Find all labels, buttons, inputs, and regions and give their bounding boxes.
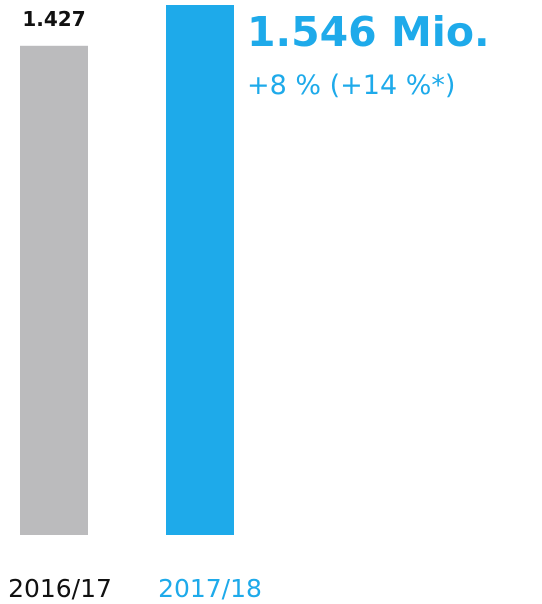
data-label-2016/17: 1.427: [22, 7, 85, 31]
headline-block: 1.546 Mio. +8 % (+14 %*): [247, 2, 490, 104]
headline-value: 1.546 Mio.: [247, 8, 490, 56]
category-label-2017/18: 2017/18: [158, 574, 262, 603]
bar-2017/18: [166, 5, 234, 535]
bar-2016/17: [20, 45, 88, 536]
headline-change: +8 % (+14 %*): [247, 70, 456, 101]
category-label-2016/17: 2016/17: [8, 574, 112, 603]
